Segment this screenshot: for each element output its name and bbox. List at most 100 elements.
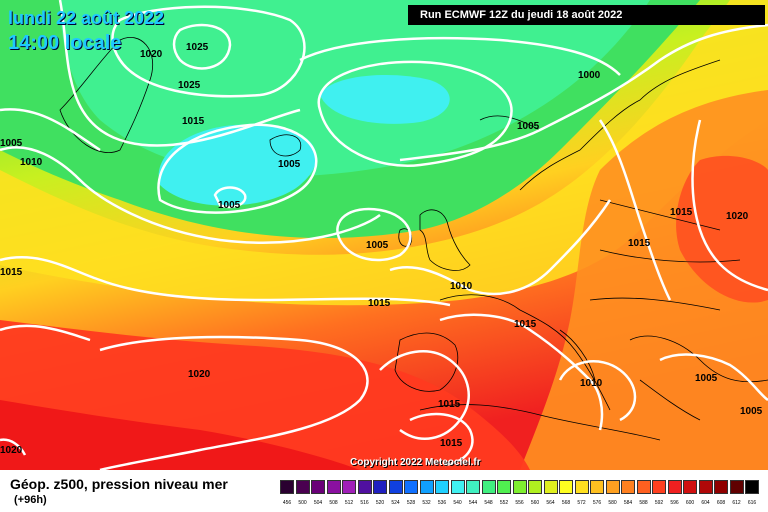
- scale-label: 544: [468, 500, 478, 506]
- scale-swatch: [528, 480, 542, 494]
- scale-swatch: [466, 480, 480, 494]
- isobar-label: 1010: [20, 157, 43, 168]
- scale-swatch: [280, 480, 294, 494]
- scale-label: 516: [360, 500, 369, 506]
- scale-swatch: [745, 480, 759, 494]
- scale-swatch: [590, 480, 604, 494]
- isobar-label: 1020: [0, 445, 23, 456]
- scale-swatch: [667, 480, 682, 494]
- isobar-label: 1005: [0, 138, 23, 149]
- run-banner: Run ECMWF 12Z du jeudi 18 août 2022: [408, 5, 765, 25]
- isobar-label: 1015: [670, 207, 693, 218]
- scale-label: 540: [453, 500, 462, 506]
- scale-label: 604: [701, 500, 710, 506]
- scale-label: 520: [375, 500, 385, 506]
- isobar-label: 1015: [514, 319, 537, 330]
- scale-swatch: [435, 480, 449, 494]
- scale-label: 588: [639, 500, 648, 506]
- isobar-label: 1020: [140, 49, 163, 60]
- scale-label: 504: [313, 500, 323, 506]
- scale-label: 608: [716, 500, 726, 506]
- isobar-label: 1005: [218, 200, 241, 211]
- scale-label: 564: [546, 500, 555, 506]
- legend-title: Géop. z500, pression niveau mer: [10, 476, 228, 492]
- isobar-label: 1005: [695, 373, 718, 384]
- scale-swatch: [729, 480, 744, 494]
- scale-swatch: [450, 480, 465, 494]
- scale-label: 508: [329, 500, 338, 506]
- field-red-east: [676, 155, 768, 303]
- scale-swatch: [683, 480, 697, 494]
- coastlines: [59, 37, 768, 441]
- scale-swatch: [621, 480, 635, 494]
- isobar-label: 1005: [740, 406, 763, 417]
- isobar-label: 1015: [0, 267, 23, 278]
- isobar-label: 1005: [517, 121, 540, 132]
- scale-label: 568: [561, 500, 571, 506]
- scale-swatch: [543, 480, 558, 494]
- field-cyan-low-north: [320, 75, 450, 124]
- isobar-label: 1015: [628, 238, 651, 249]
- scale-label: 616: [747, 500, 757, 506]
- scale-label: 524: [391, 500, 400, 506]
- forecast-date: lundi 22 août 2022: [8, 8, 165, 28]
- scale-label: 556: [515, 500, 524, 506]
- scale-label: 572: [577, 500, 586, 506]
- scale-swatch: [574, 480, 589, 494]
- scale-label: 500: [298, 500, 307, 506]
- forecast-time: 14:00 locale: [8, 32, 122, 54]
- scale-swatch: [342, 480, 356, 494]
- scale-label: 536: [437, 500, 447, 506]
- field-cyan-low-west: [158, 124, 317, 206]
- isobar-label: 1020: [188, 369, 211, 380]
- scale-label: 560: [530, 500, 540, 506]
- scale-swatch: [311, 480, 325, 494]
- isobar-label: 1005: [278, 159, 301, 170]
- isobar-label: 1020: [726, 211, 749, 222]
- legend-subtitle: (+96h): [14, 494, 47, 506]
- scale-swatch: [388, 480, 403, 494]
- isobar-label: 1025: [186, 42, 209, 53]
- scale-swatch: [652, 480, 666, 494]
- scale-label: 576: [592, 500, 602, 506]
- scale-swatch: [636, 480, 651, 494]
- field-deepred-south: [0, 400, 360, 470]
- scale-label: 528: [406, 500, 416, 506]
- isobar-label: 1015: [438, 399, 461, 410]
- isobar-label: 1025: [178, 80, 201, 91]
- isobar-label: 1015: [182, 116, 205, 127]
- scale-swatch: [326, 480, 341, 494]
- scale-swatch: [698, 480, 713, 494]
- scale-label: 592: [654, 500, 664, 506]
- isobar-label: 1005: [366, 240, 389, 251]
- scale-label: 612: [732, 500, 741, 506]
- isobar-label: 1010: [580, 378, 603, 389]
- scale-swatch: [559, 480, 573, 494]
- scale-label: 596: [670, 500, 679, 506]
- scale-label: 548: [484, 500, 493, 506]
- scale-label: 580: [608, 500, 617, 506]
- isobar-label: 1000: [578, 70, 601, 81]
- scale-label: 456: [282, 500, 292, 506]
- scale-label: 552: [499, 500, 509, 506]
- isobar-labels: 1025 1025 1020 1015 1005 1010 1005 1005 …: [0, 42, 763, 456]
- copyright: Copyright 2022 Meteociel.fr: [350, 457, 481, 468]
- isobars: [0, 0, 768, 470]
- scale-label: 600: [685, 500, 695, 506]
- scale-label: 512: [344, 500, 354, 506]
- scale-swatch: [357, 480, 372, 494]
- scale-swatch: [419, 480, 434, 494]
- isobar-label: 1015: [368, 298, 391, 309]
- scale-swatch: [497, 480, 511, 494]
- scale-swatch: [404, 480, 418, 494]
- scale-swatch: [481, 480, 496, 494]
- scale-swatch: [714, 480, 728, 494]
- scale-label: 584: [623, 500, 633, 506]
- scale-swatch: [605, 480, 620, 494]
- isobar-label: 1015: [440, 438, 463, 449]
- scale-swatch: [295, 480, 310, 494]
- isobar-label: 1010: [450, 281, 473, 292]
- scale-swatch: [512, 480, 527, 494]
- scale-label: 532: [422, 500, 431, 506]
- scale-swatch: [373, 480, 387, 494]
